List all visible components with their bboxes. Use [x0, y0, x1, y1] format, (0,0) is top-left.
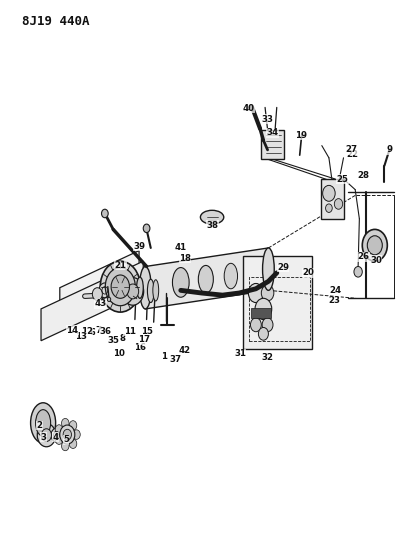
Polygon shape [243, 256, 312, 349]
Circle shape [55, 425, 63, 434]
Text: 29: 29 [277, 263, 289, 272]
Text: 21: 21 [114, 261, 126, 270]
Circle shape [61, 441, 69, 451]
Circle shape [102, 209, 108, 217]
Text: 7: 7 [95, 326, 102, 335]
Circle shape [111, 275, 129, 298]
Circle shape [51, 428, 62, 442]
Circle shape [73, 430, 80, 439]
Circle shape [326, 204, 332, 213]
Text: 31: 31 [234, 350, 246, 359]
Text: 18: 18 [179, 254, 191, 263]
Text: 13: 13 [76, 332, 87, 341]
Text: 11: 11 [124, 327, 136, 336]
Ellipse shape [36, 410, 51, 436]
Circle shape [368, 236, 382, 255]
Text: 4: 4 [52, 433, 59, 442]
Polygon shape [261, 130, 284, 159]
Text: 17: 17 [138, 335, 150, 344]
Text: 25: 25 [337, 174, 349, 183]
Text: 24: 24 [329, 286, 341, 295]
Circle shape [108, 297, 111, 302]
Circle shape [69, 439, 77, 448]
Ellipse shape [139, 266, 151, 309]
Circle shape [63, 429, 71, 440]
Circle shape [127, 284, 139, 299]
Text: 2: 2 [37, 421, 43, 430]
Circle shape [143, 224, 150, 232]
FancyBboxPatch shape [251, 309, 271, 318]
Text: 43: 43 [94, 299, 107, 308]
Text: 36: 36 [100, 327, 112, 336]
Text: 1: 1 [161, 352, 167, 361]
Text: 8: 8 [119, 334, 126, 343]
Ellipse shape [262, 248, 274, 290]
Circle shape [250, 318, 261, 332]
Text: 27: 27 [346, 146, 358, 155]
Text: 23: 23 [328, 296, 340, 305]
Ellipse shape [173, 268, 189, 297]
Polygon shape [320, 179, 344, 219]
Circle shape [323, 185, 335, 201]
Ellipse shape [31, 403, 55, 443]
Circle shape [334, 199, 343, 209]
Text: 35: 35 [107, 336, 119, 345]
Text: 28: 28 [357, 171, 370, 180]
Text: 9: 9 [386, 146, 392, 155]
Ellipse shape [136, 277, 143, 298]
Text: 12: 12 [81, 327, 93, 336]
Text: 15: 15 [141, 327, 152, 336]
Text: 22: 22 [346, 150, 359, 159]
Ellipse shape [198, 265, 213, 293]
Circle shape [248, 284, 263, 303]
Text: 37: 37 [170, 355, 182, 364]
Text: 30: 30 [370, 256, 382, 265]
Ellipse shape [200, 211, 224, 224]
Circle shape [262, 318, 273, 332]
Text: 20: 20 [302, 268, 314, 277]
Circle shape [37, 423, 55, 447]
Text: 38: 38 [206, 221, 218, 230]
Circle shape [99, 283, 111, 298]
Text: 42: 42 [178, 346, 190, 355]
Circle shape [258, 327, 268, 340]
Text: 34: 34 [267, 128, 278, 138]
Circle shape [61, 418, 69, 428]
Circle shape [100, 261, 140, 312]
Text: 19: 19 [295, 131, 307, 140]
Text: 14: 14 [66, 326, 79, 335]
Text: 32: 32 [262, 353, 273, 362]
Circle shape [69, 421, 77, 430]
Circle shape [60, 425, 75, 444]
Text: 8J19 440A: 8J19 440A [22, 14, 90, 28]
Polygon shape [60, 251, 139, 319]
Text: 39: 39 [134, 242, 146, 251]
Circle shape [122, 278, 144, 305]
Text: 3: 3 [40, 433, 46, 442]
Circle shape [362, 229, 387, 261]
Text: 40: 40 [242, 104, 255, 113]
Circle shape [255, 298, 272, 319]
Text: 6: 6 [89, 328, 95, 337]
Circle shape [55, 435, 63, 445]
Circle shape [261, 285, 274, 301]
Circle shape [354, 266, 362, 277]
Ellipse shape [147, 279, 154, 303]
Polygon shape [41, 261, 143, 341]
Polygon shape [145, 248, 268, 309]
Text: 41: 41 [175, 244, 187, 253]
Ellipse shape [224, 263, 238, 289]
Circle shape [42, 429, 52, 441]
Text: 26: 26 [357, 253, 370, 262]
Circle shape [105, 268, 135, 306]
Circle shape [92, 288, 102, 301]
Text: 5: 5 [63, 435, 69, 445]
Ellipse shape [153, 280, 159, 301]
Text: 10: 10 [113, 350, 125, 359]
Text: 33: 33 [262, 115, 273, 124]
Text: 16: 16 [134, 343, 146, 352]
